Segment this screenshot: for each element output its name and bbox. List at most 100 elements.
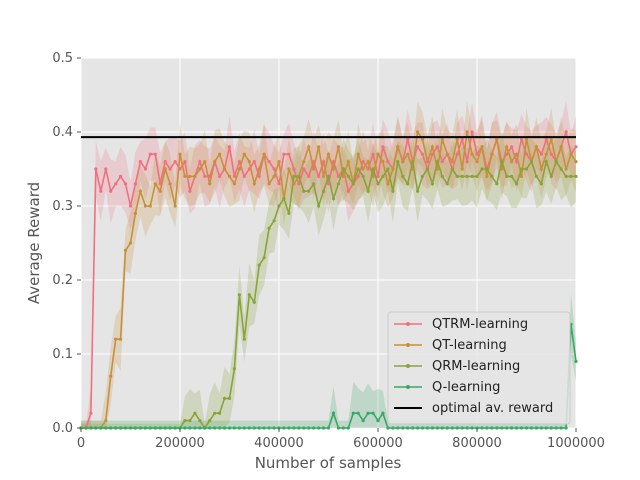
qt-learning-point [336, 145, 340, 149]
qtrm-learning-point [574, 145, 578, 149]
q-learning-point [232, 426, 236, 430]
qtrm-learning-point [470, 130, 474, 134]
qt-learning-point [366, 160, 370, 164]
legend-label-q-learning: Q-learning [432, 380, 500, 395]
qtrm-learning-point [282, 152, 286, 156]
qrm-learning-point [257, 263, 261, 267]
qtrm-learning-point [430, 152, 434, 156]
x-tick-label-3: 600000 [353, 436, 403, 451]
q-learning-point [356, 411, 360, 415]
q-learning-point [485, 426, 489, 430]
qtrm-learning-point [119, 174, 123, 178]
qt-learning-point [287, 167, 291, 171]
qrm-learning-point [411, 160, 415, 164]
legend: QTRM-learning QT-learning QRM-learning Q-le… [387, 311, 571, 425]
qrm-learning-point [430, 182, 434, 186]
q-learning-point [435, 426, 439, 430]
qrm-learning-point [401, 174, 405, 178]
qt-learning-point [158, 189, 162, 193]
q-learning-point [119, 426, 123, 430]
qrm-learning-point [361, 174, 365, 178]
x-axis-label: Number of samples [255, 454, 402, 472]
y-axis-label: Average Reward [25, 182, 43, 304]
qrm-learning-point [307, 189, 311, 193]
qt-learning-point [539, 167, 544, 171]
q-learning-point [465, 426, 469, 430]
qt-learning-point [173, 204, 177, 208]
qt-learning-point [490, 152, 494, 156]
qrm-learning-point [356, 167, 360, 171]
qt-learning-point [317, 145, 321, 149]
qtrm-learning-point [277, 182, 281, 186]
q-learning-point [326, 426, 331, 430]
qt-learning-point [564, 167, 568, 171]
qrm-learning-point [222, 396, 227, 400]
qt-learning-point [450, 160, 454, 164]
qrm-learning-point [460, 174, 464, 178]
qt-learning-point [138, 189, 142, 193]
qt-learning-point [153, 182, 157, 186]
qtrm-learning-point [475, 152, 479, 156]
qt-learning-point [574, 160, 578, 164]
qt-learning-point [222, 167, 227, 171]
qtrm-learning-point [123, 182, 128, 186]
qrm-learning-point [277, 204, 281, 208]
y-tick-label-2: 0.2 [52, 273, 73, 288]
qrm-learning-point [252, 300, 256, 304]
qrm-learning-point [500, 160, 504, 164]
qt-learning-point [416, 130, 420, 134]
q-learning-point [371, 411, 375, 415]
qt-learning-point [465, 130, 469, 134]
qtrm-learning-point [336, 174, 340, 178]
qt-learning-point [277, 160, 281, 164]
q-learning-point [222, 426, 227, 430]
qt-learning-point [420, 137, 425, 141]
q-learning-point [287, 426, 291, 430]
qrm-learning-point [386, 167, 390, 171]
qtrm-learning-point [109, 189, 113, 193]
q-learning-point [123, 426, 128, 430]
qt-learning-point [500, 167, 504, 171]
q-learning-point [411, 426, 415, 430]
qrm-learning-point [317, 204, 321, 208]
qrm-learning-point [242, 337, 246, 341]
q-learning-point [198, 426, 202, 430]
q-learning-point [519, 426, 524, 430]
qtrm-learning-point [317, 174, 321, 178]
qt-learning-point [559, 145, 563, 149]
q-learning-point [386, 426, 390, 430]
q-learning-point [376, 419, 380, 423]
qtrm-learning-point [173, 160, 177, 164]
qrm-learning-point [183, 419, 187, 423]
q-learning-point [564, 426, 568, 430]
qtrm-learning-point [178, 167, 182, 171]
qt-learning-point [252, 182, 256, 186]
q-learning-point [148, 426, 152, 430]
qrm-learning-point [297, 174, 301, 178]
qt-learning-point [267, 182, 271, 186]
qt-learning-point [237, 167, 241, 171]
qrm-learning-point [515, 182, 519, 186]
qrm-learning-point [490, 174, 494, 178]
qrm-learning-point [455, 174, 459, 178]
qt-learning-point [524, 137, 529, 141]
qrm-learning-point [495, 182, 499, 186]
qtrm-learning-point [114, 182, 118, 186]
qtrm-learning-point [510, 145, 514, 149]
qtrm-learning-point [539, 152, 544, 156]
qtrm-learning-point [331, 160, 336, 164]
qrm-learning-point [366, 189, 370, 193]
q-learning-point [163, 426, 167, 430]
qrm-learning-point [302, 189, 306, 193]
qtrm-learning-point [302, 167, 306, 171]
qt-learning-point [104, 419, 108, 423]
q-learning-point [153, 426, 157, 430]
q-learning-point [480, 426, 484, 430]
qtrm-learning-point [218, 174, 222, 178]
y-axis-ticks: 0.0 0.1 0.2 0.3 0.4 0.5 [52, 51, 81, 436]
qt-learning-point [109, 374, 113, 378]
qtrm-learning-point [435, 145, 439, 149]
qt-learning-point [247, 160, 251, 164]
q-learning-point [242, 426, 246, 430]
